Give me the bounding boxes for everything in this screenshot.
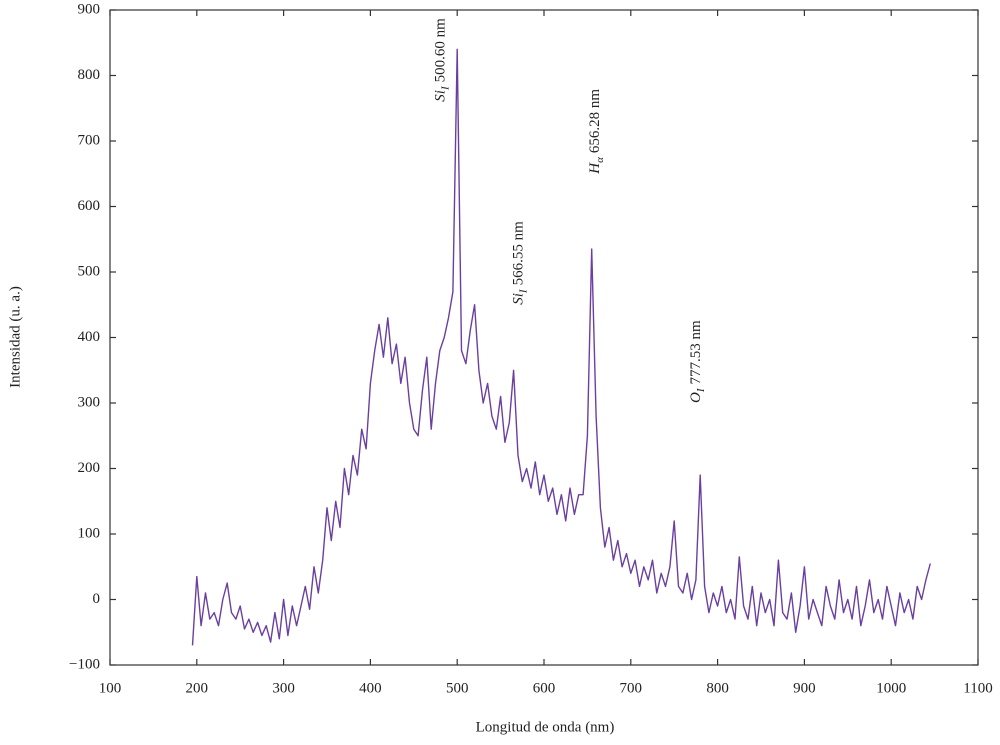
plot-frame: [109, 9, 979, 666]
peak-annotation: Hα 656.28 nm: [588, 89, 606, 175]
spectrum-line: [191, 48, 931, 646]
x-tick-label: 100: [99, 680, 122, 696]
annotation-ion: α: [594, 157, 606, 163]
annotation-species: Si: [433, 90, 449, 102]
x-tick-label: 600: [533, 680, 556, 696]
y-tick-label: 800: [78, 67, 101, 83]
x-tick-label: 700: [620, 680, 643, 696]
y-tick-label: 500: [78, 263, 101, 279]
x-tick-label: 1000: [876, 680, 906, 696]
annotation-ion: I: [694, 387, 706, 393]
y-tick-label: 0: [93, 591, 101, 607]
y-tick-label: 100: [78, 525, 101, 541]
x-tick-label: 800: [706, 680, 729, 696]
y-tick-label: 300: [78, 394, 101, 410]
y-tick-label: −100: [69, 656, 100, 672]
y-axis-label: Intensidad (u. a.): [7, 286, 23, 388]
annotation-species: Si: [511, 293, 527, 305]
annotation-species: O: [688, 392, 704, 403]
peak-annotation: OI 777.53 nm: [688, 320, 706, 403]
y-tick-label: 900: [78, 1, 101, 17]
x-tick-label: 300: [272, 680, 295, 696]
annotation-ion: I: [439, 85, 451, 91]
peak-annotation: SiI 500.60 nm: [433, 18, 451, 102]
x-tick-label: 900: [793, 680, 816, 696]
y-tick-label: 600: [78, 198, 101, 214]
annotation-wavelength: 500.60 nm: [433, 18, 449, 83]
annotation-wavelength: 656.28 nm: [588, 89, 604, 154]
peak-annotation: SiI 566.55 nm: [511, 221, 529, 305]
annotation-species: H: [588, 162, 604, 175]
y-tick-label: 700: [78, 132, 101, 148]
annotation-ion: I: [517, 288, 529, 294]
x-tick-label: 400: [359, 680, 382, 696]
annotation-wavelength: 566.55 nm: [511, 221, 527, 286]
annotation-wavelength: 777.53 nm: [688, 320, 704, 385]
x-axis-label: Longitud de onda (nm): [476, 719, 615, 735]
x-tick-label: 500: [446, 680, 469, 696]
x-tick-label: 1100: [963, 680, 992, 696]
y-tick-label: 400: [78, 329, 101, 345]
x-tick-label: 200: [186, 680, 209, 696]
y-tick-label: 200: [78, 460, 101, 476]
